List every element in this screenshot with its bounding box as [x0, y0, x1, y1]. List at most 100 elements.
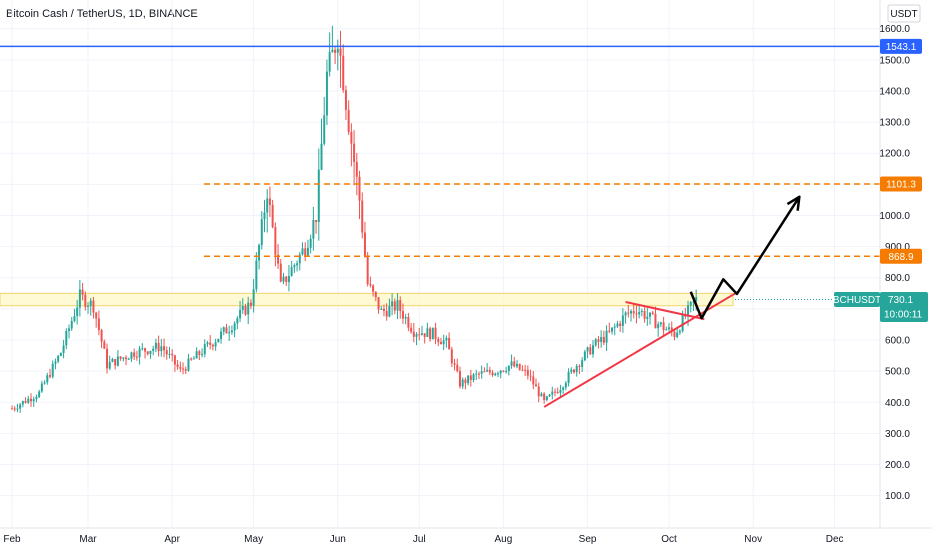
candle-body	[515, 363, 518, 367]
candle-body	[290, 267, 293, 277]
candle-body	[692, 301, 695, 303]
candle-body	[344, 90, 347, 110]
candle-body	[643, 310, 646, 319]
candle-body	[396, 300, 399, 311]
candle-body	[407, 317, 410, 328]
candle-body	[540, 393, 543, 397]
candle-body	[87, 306, 90, 308]
candle-body	[611, 327, 614, 332]
candles	[11, 25, 698, 413]
candle-body	[388, 306, 391, 317]
candle-body	[293, 265, 296, 268]
candle-body	[651, 312, 654, 314]
candle-body	[621, 315, 624, 326]
time-axis[interactable]: Feb Mar Apr May Jun Jul Aug Sep Oct Nov Dec	[3, 534, 843, 545]
candle-body	[456, 364, 459, 372]
candle-body	[543, 393, 546, 401]
candle-body	[695, 296, 698, 302]
candle-body	[16, 408, 19, 410]
candle-body	[89, 300, 92, 307]
candle-body	[499, 370, 502, 374]
candle-body	[328, 52, 331, 72]
candle-body	[363, 232, 366, 257]
candle-body	[638, 312, 641, 315]
candle-body	[581, 360, 584, 367]
candle-body	[464, 379, 467, 384]
candle-body	[445, 337, 448, 341]
candle-body	[127, 358, 130, 360]
price-tick-label: 1300.0	[879, 118, 910, 129]
time-tick-label: Jul	[413, 534, 426, 545]
candle-body	[437, 338, 440, 343]
candle-body	[211, 344, 214, 347]
price-tick-label: 100.0	[885, 491, 910, 502]
target-high-price-label: 1101.3	[886, 179, 916, 190]
candle-body	[654, 313, 657, 329]
candle-body	[81, 289, 84, 295]
candle-body	[391, 301, 394, 307]
candle-body	[567, 371, 570, 383]
candle-body	[125, 357, 128, 360]
candle-body	[562, 387, 565, 390]
candle-body	[559, 389, 562, 393]
candle-body	[255, 260, 258, 290]
candle-body	[524, 369, 527, 371]
candle-body	[220, 331, 223, 339]
candle-body	[681, 314, 684, 332]
candle-body	[453, 363, 456, 365]
candle-body	[646, 316, 649, 319]
price-tick-label: 900.0	[885, 242, 910, 253]
candle-body	[331, 49, 334, 53]
candle-body	[43, 382, 46, 384]
time-tick-label: Apr	[164, 534, 180, 545]
symbol-label: BCHUSDT	[833, 295, 881, 306]
candle-body	[173, 355, 176, 365]
horizontal-levels[interactable]	[0, 45, 880, 258]
candle-body	[505, 371, 508, 373]
candle-body	[496, 373, 499, 375]
candle-body	[38, 391, 41, 398]
candle-body	[230, 330, 233, 333]
candle-body	[285, 276, 288, 283]
candle-body	[578, 365, 581, 367]
time-tick-label: May	[244, 534, 263, 545]
drawings[interactable]	[543, 195, 801, 408]
candle-body	[157, 342, 160, 352]
candle-body	[358, 176, 361, 201]
candle-body	[554, 391, 556, 393]
candle-body	[393, 301, 396, 311]
candle-body	[556, 392, 559, 394]
candle-body	[526, 369, 529, 376]
candle-body	[431, 327, 434, 340]
candle-body	[488, 369, 491, 373]
candle-body	[472, 374, 475, 380]
candle-body	[241, 305, 244, 310]
grid	[0, 0, 880, 528]
price-tick-label: 1600.0	[879, 24, 910, 35]
candle-body	[602, 336, 605, 343]
candle-body	[271, 205, 274, 228]
candle-body	[469, 375, 472, 380]
candle-body	[657, 324, 660, 329]
symbol-tag[interactable]	[834, 291, 880, 307]
time-tick-label: Nov	[744, 534, 762, 545]
candle-body	[49, 375, 52, 377]
time-tick-label: Feb	[3, 534, 21, 545]
candle-body	[135, 356, 138, 358]
candle-body	[315, 220, 318, 223]
candle-body	[597, 339, 600, 342]
candle-body	[233, 323, 236, 331]
support-zone[interactable]	[0, 292, 734, 307]
candle-body	[24, 401, 27, 403]
candle-body	[154, 342, 157, 349]
candle-body	[76, 307, 79, 316]
candle-body	[423, 333, 426, 337]
candle-body	[62, 345, 65, 353]
candle-body	[605, 330, 608, 343]
candle-body	[198, 351, 201, 355]
currency-badge[interactable]	[887, 4, 921, 23]
candle-body	[51, 363, 54, 377]
triangle-upper-line	[625, 301, 705, 321]
candle-body	[529, 375, 532, 377]
